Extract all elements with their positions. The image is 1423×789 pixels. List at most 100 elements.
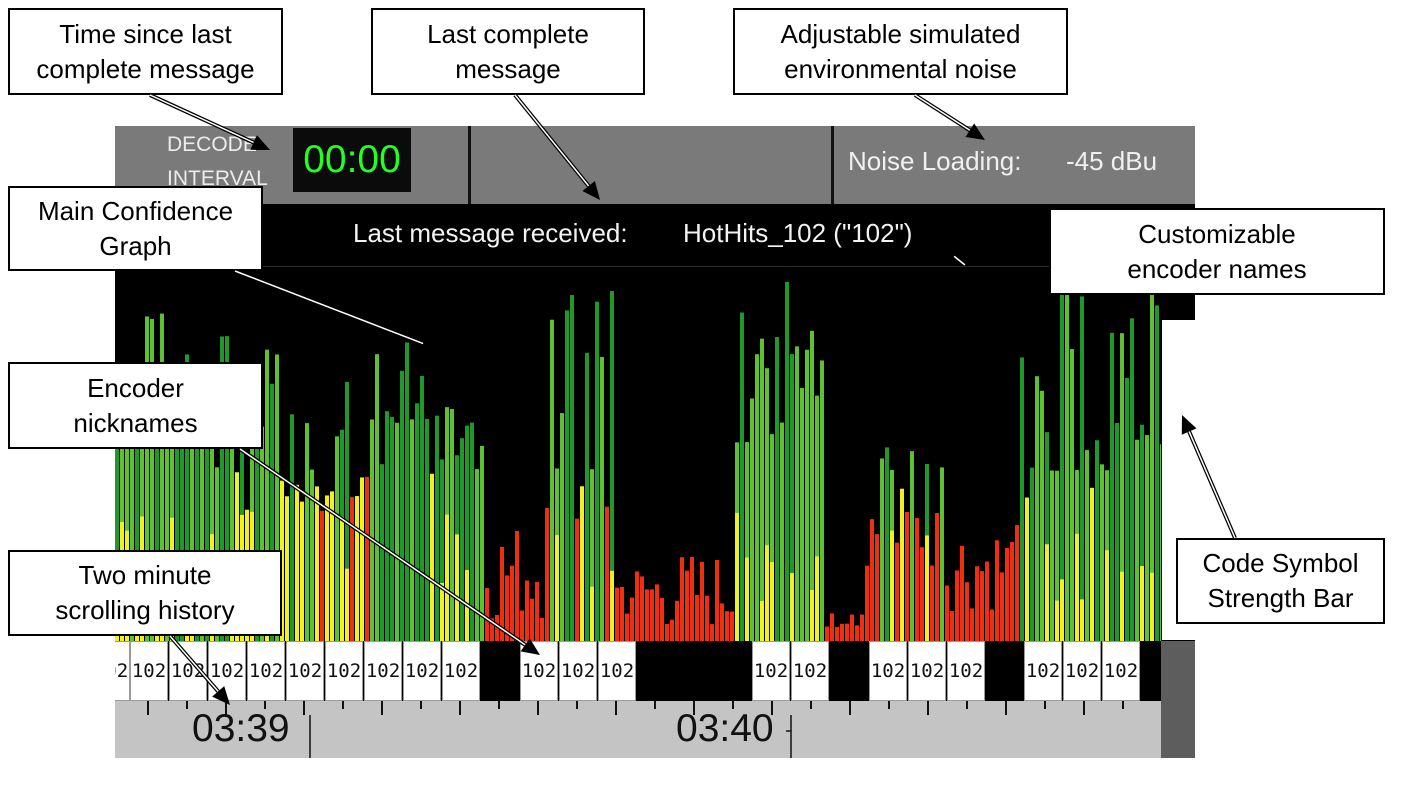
confidence-bar <box>795 346 799 641</box>
confidence-bar <box>1100 464 1104 641</box>
encoder-nickname-cell: 102 <box>598 641 636 701</box>
confidence-bar <box>1040 390 1044 641</box>
confidence-bar <box>610 570 614 641</box>
confidence-bar <box>710 624 714 641</box>
confidence-bar <box>490 618 494 641</box>
confidence-bar <box>910 451 914 641</box>
confidence-bar <box>845 623 849 641</box>
confidence-bar <box>1055 470 1059 641</box>
confidence-bar <box>330 491 334 641</box>
confidence-bar <box>825 626 829 641</box>
confidence-bar <box>660 597 664 641</box>
confidence-bar <box>980 571 984 641</box>
confidence-bar <box>295 484 299 641</box>
confidence-bar <box>1160 444 1161 641</box>
confidence-bar <box>765 368 769 641</box>
callout-line: environmental noise <box>784 53 1017 84</box>
confidence-bar <box>345 568 349 641</box>
confidence-bar <box>960 545 964 641</box>
confidence-bar <box>1115 422 1119 641</box>
confidence-bar <box>600 356 604 641</box>
encoder-nickname-cell: 102 <box>115 641 130 701</box>
confidence-bar <box>165 431 169 641</box>
callout-line: complete message <box>36 53 255 84</box>
confidence-bar <box>1030 467 1034 641</box>
confidence-bar <box>750 398 754 641</box>
confidence-bar <box>1080 599 1084 641</box>
confidence-bar <box>985 561 989 641</box>
confidence-bar <box>325 495 329 641</box>
last-message-label: Last message received: <box>353 218 628 248</box>
confidence-bar <box>360 477 364 641</box>
confidence-bar <box>765 545 769 641</box>
confidence-bar <box>355 496 359 641</box>
encoder-nickname-cell: 102 <box>869 641 907 701</box>
confidence-bar <box>375 354 379 641</box>
callout-line: Graph <box>99 230 172 261</box>
confidence-bar <box>395 422 399 641</box>
confidence-bar <box>530 598 534 641</box>
confidence-bar <box>865 565 869 641</box>
confidence-bar <box>740 312 744 641</box>
confidence-bar <box>610 290 614 641</box>
confidence-bar <box>580 486 584 641</box>
confidence-bar <box>290 414 294 641</box>
noise-loading-value[interactable]: -45 dBu <box>1066 146 1158 176</box>
callout-line: Strength Bar <box>1207 583 1354 613</box>
confidence-bar <box>880 458 884 641</box>
confidence-bar <box>315 486 319 641</box>
confidence-bar <box>1090 487 1094 641</box>
confidence-bar <box>1020 357 1024 641</box>
timeline-label: 03:39 <box>192 707 290 750</box>
confidence-bar <box>1035 376 1039 641</box>
confidence-bar <box>745 442 749 641</box>
confidence-bar <box>715 559 719 641</box>
confidence-bar <box>185 354 189 641</box>
arrow-icon <box>168 634 230 705</box>
confidence-bar <box>1140 566 1144 641</box>
confidence-bar <box>115 402 119 641</box>
confidence-bar <box>655 584 659 641</box>
confidence-bar <box>505 575 509 641</box>
arrow-icon <box>513 93 600 200</box>
header-divider <box>831 126 834 204</box>
encoder-nickname-cell: 102 <box>403 641 441 701</box>
callout-line: nicknames <box>73 407 198 438</box>
confidence-bar <box>860 614 864 641</box>
confidence-bar <box>450 408 454 641</box>
confidence-bar <box>200 432 204 641</box>
confidence-bar <box>995 540 999 641</box>
timeline-label: 03:40 <box>676 707 774 750</box>
decode-label-line-2: INTERVAL <box>167 167 268 190</box>
encoder-nickname-cell: 102 <box>752 641 790 701</box>
confidence-bar <box>695 595 699 641</box>
confidence-bar <box>230 391 234 641</box>
decode-label-line-1: DECODE <box>167 133 257 156</box>
confidence-bar <box>150 318 154 641</box>
confidence-bar <box>1000 572 1004 641</box>
decode-timer: 00:00 <box>293 128 411 192</box>
confidence-bar <box>320 510 324 641</box>
confidence-bar <box>970 608 974 641</box>
callout-line: Code Symbol <box>1202 548 1359 578</box>
confidence-bar <box>125 384 129 641</box>
confidence-bar <box>475 469 479 641</box>
confidence-bar <box>515 530 519 641</box>
confidence-bar <box>1075 533 1079 641</box>
confidence-bar <box>925 535 929 641</box>
confidence-bar <box>990 609 994 641</box>
confidence-bar <box>720 603 724 641</box>
confidence-bar <box>550 319 554 641</box>
confidence-bar <box>1095 440 1099 641</box>
timeline-ticks <box>147 701 1124 758</box>
confidence-bar <box>780 422 784 641</box>
callout-line: Adjustable simulated <box>780 18 1021 49</box>
confidence-bar <box>760 338 764 641</box>
last-message-value: HotHits_102 ("102") <box>683 218 913 248</box>
confidence-bar <box>265 349 269 641</box>
confidence-bar <box>455 534 459 641</box>
confidence-bar <box>735 513 739 641</box>
confidence-bar <box>915 518 919 641</box>
last-message-row: Last message received: HotHits_102 ("102… <box>115 204 1195 267</box>
confidence-bar <box>390 416 394 641</box>
